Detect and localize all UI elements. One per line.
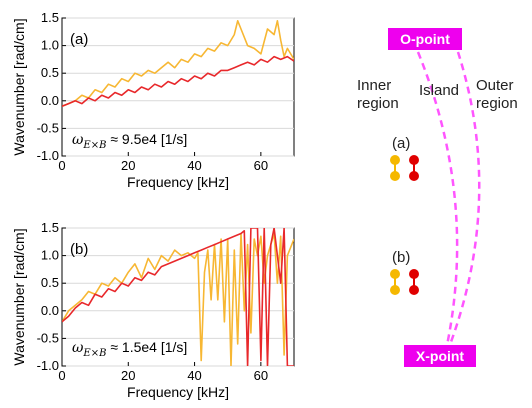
omega-subscript: E×B	[82, 140, 106, 151]
panel-label: (b)	[70, 241, 88, 258]
x-point-label: X-point	[416, 348, 465, 364]
y-tick-label: 1.5	[41, 10, 59, 25]
tick-labels: -1.0 -0.5 0.0 0.5 1.0 1.5 0 20 40 60	[37, 10, 268, 173]
y-tick-label: 0.0	[41, 303, 59, 318]
dot-dark-upper	[409, 155, 419, 165]
dot-light-upper	[390, 155, 400, 165]
x-tick-label: 20	[121, 368, 135, 383]
series-lines	[62, 19, 294, 108]
inner-region-label-line1: Inner	[357, 77, 391, 94]
x-tick-label: 40	[187, 158, 201, 173]
omega-symbol: ω	[72, 132, 84, 148]
y-tick-label: 1.0	[41, 38, 59, 53]
series-line-2	[62, 228, 294, 366]
marker-a-label: (a)	[392, 135, 410, 152]
y-tick-label: 0.5	[41, 275, 59, 290]
omega-subscript: E×B	[82, 348, 106, 359]
x-tick-label: 0	[58, 158, 65, 173]
x-tick-label: 60	[254, 158, 268, 173]
series-line-1	[62, 19, 294, 108]
x-tick-label: 0	[58, 368, 65, 383]
x-tick-label: 20	[121, 158, 135, 173]
x-axis-label: Frequency [kHz]	[127, 174, 229, 190]
x-point-box	[404, 345, 476, 367]
y-tick-label: -0.5	[37, 330, 59, 345]
y-tick-label: 0.5	[41, 65, 59, 80]
x-tick-label: 40	[187, 368, 201, 383]
y-tick-label: 0.0	[41, 93, 59, 108]
dot-light-upper	[390, 269, 400, 279]
dot-light-lower	[390, 285, 400, 295]
inner-region-label-line2: region	[357, 95, 399, 112]
marker-b-label: (b)	[392, 249, 410, 266]
outer-region-label-line1: Outer	[476, 77, 514, 94]
marker-b-dots	[390, 269, 419, 295]
y-tick-label: -0.5	[37, 120, 59, 135]
island-label: Island	[419, 82, 459, 99]
panel-b: -1.0 -0.5 0.0 0.5 1.0 1.5 0 20 40 60 (b) ωE×B ≈ 1…	[11, 220, 295, 400]
outer-separatrix	[446, 51, 481, 351]
y-tick-label: 1.5	[41, 220, 59, 235]
dot-dark-upper	[409, 269, 419, 279]
omega-value: ≈ 9.5e4 [1/s]	[106, 131, 187, 147]
y-gridlines	[62, 17, 294, 157]
x-tick-label: 60	[254, 368, 268, 383]
dot-dark-lower	[409, 285, 419, 295]
o-point-box	[388, 28, 462, 50]
y-tick-label: 1.0	[41, 248, 59, 263]
marker-a-dots	[390, 155, 419, 181]
y-tick-label: -1.0	[37, 358, 59, 373]
omega-symbol: ω	[72, 340, 84, 356]
omega-value: ≈ 1.5e4 [1/s]	[106, 339, 187, 355]
y-tick-label: -1.0	[37, 148, 59, 163]
omega-annotation: ωE×B ≈ 1.5e4 [1/s]	[72, 339, 187, 359]
inner-separatrix	[416, 51, 459, 351]
panel-label: (a)	[70, 31, 88, 48]
outer-region-label-line2: region	[476, 95, 518, 112]
series-lines	[62, 228, 294, 366]
tick-labels: -1.0 -0.5 0.0 0.5 1.0 1.5 0 20 40 60	[37, 220, 268, 383]
series-line-2	[62, 55, 294, 108]
island-diagram: O-point X-point Inner region Island Oute…	[357, 28, 518, 367]
dot-light-lower	[390, 171, 400, 181]
panel-a: -1.0 -0.5 0.0 0.5 1.0 1.5 0 20 40 60 (a) ωE×B ≈ 9…	[11, 10, 295, 190]
omega-annotation: ωE×B ≈ 9.5e4 [1/s]	[72, 131, 187, 151]
y-axis-label: Wavenumber [rad/cm]	[11, 18, 27, 155]
y-axis-label: Wavenumber [rad/cm]	[11, 228, 27, 365]
o-point-label: O-point	[400, 31, 450, 47]
x-axis-label: Frequency [kHz]	[127, 384, 229, 400]
dot-dark-lower	[409, 171, 419, 181]
